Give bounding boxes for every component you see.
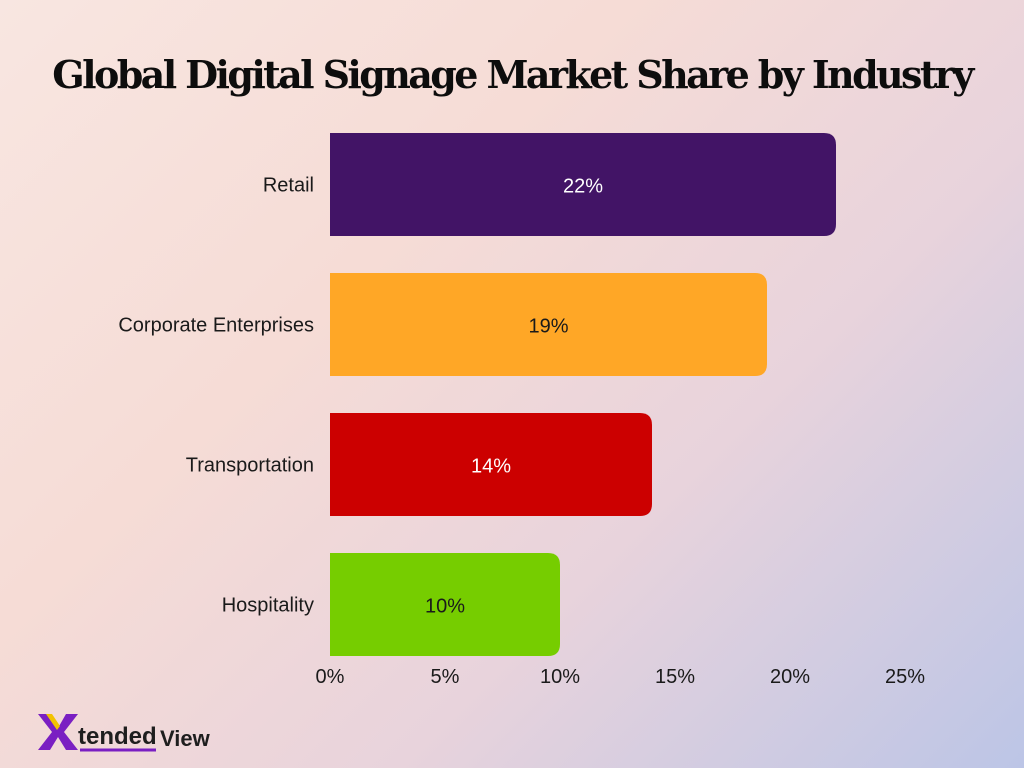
x-tick-label: 15% xyxy=(655,666,695,688)
bar-transportation xyxy=(330,413,652,516)
x-tick-label: 0% xyxy=(316,666,345,688)
bar-retail xyxy=(330,133,836,236)
xtendedview-logo: tended View xyxy=(38,714,211,752)
value-label: 22% xyxy=(563,176,603,198)
x-tick-label: 10% xyxy=(540,666,580,688)
bar-hospitality xyxy=(330,553,560,656)
x-tick-label: 5% xyxy=(431,666,460,688)
bar-corporate-enterprises xyxy=(330,273,767,376)
x-tick-label: 25% xyxy=(885,666,925,688)
category-label: Hospitality xyxy=(222,595,314,617)
category-label: Retail xyxy=(263,175,314,197)
x-tick-label: 20% xyxy=(770,666,810,688)
value-label: 19% xyxy=(528,316,568,338)
value-label: 10% xyxy=(425,596,465,618)
category-label: Transportation xyxy=(186,455,314,477)
logo-x-mark xyxy=(38,714,78,750)
category-label: Corporate Enterprises xyxy=(118,315,314,337)
logo-tended-text: tended xyxy=(78,723,157,750)
bar-chart: Retail 22% Corporate Enterprises 19% Transpo… xyxy=(118,133,925,688)
logo-view-text: View xyxy=(160,726,211,751)
value-label: 14% xyxy=(471,456,511,478)
chart-title: Global Digital Signage Market Share by I… xyxy=(52,52,974,97)
